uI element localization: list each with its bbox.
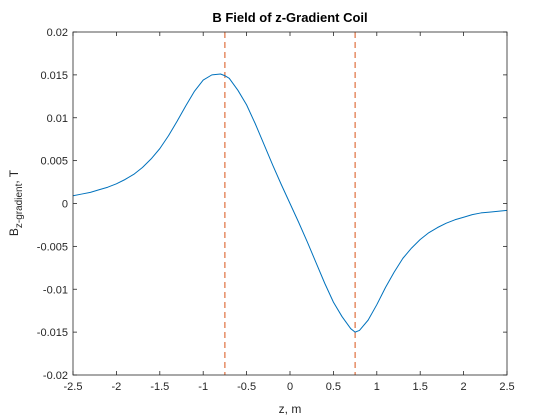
y-tick-label: -0.005 [37,241,68,253]
x-tick-label: -2.5 [64,381,83,393]
y-tick-label: 0.005 [40,156,68,168]
x-tick-label: -2 [112,381,122,393]
reference-lines [224,32,356,375]
x-tick-label: 2 [461,381,467,393]
y-axis-label-subscript: z-gradient [14,183,25,228]
x-tick-label: 0 [287,381,293,393]
y-tick-label: -0.02 [43,370,68,382]
y-tick-label: 0.02 [47,27,68,39]
x-tick-label: -0.5 [237,381,256,393]
x-tick-label: -1 [198,381,208,393]
y-tick-label: 0.01 [47,113,68,125]
y-axis-label-suffix: , T [7,169,21,183]
x-tick-label: -1.5 [150,381,169,393]
y-tick-label: -0.015 [37,327,68,339]
y-axis-label: Bz-gradient, T [7,169,25,236]
chart-title: B Field of z-Gradient Coil [212,10,367,25]
y-tick-label: 0.015 [40,70,68,82]
y-tick-label: -0.01 [43,284,68,296]
x-tick-label: 1 [374,381,380,393]
series-group [72,73,508,333]
x-tick-label: 1.5 [413,381,428,393]
y-tick-label: 0 [62,199,68,211]
x-tick-label: 0.5 [326,381,341,393]
series-line-0 [72,73,508,333]
y-axis-label-main: B [7,228,21,236]
y-axis-ticks: -0.02 -0.015 -0.01 -0.005 0 0.005 0.01 0.015 0.0… [37,27,507,382]
x-axis-label: z, m [279,402,302,416]
x-axis-ticks: -2.5 -2 -1.5 -1 -0.5 0 0.5 1 1.5 2 2.5 [64,32,515,393]
x-tick-label: 2.5 [499,381,514,393]
